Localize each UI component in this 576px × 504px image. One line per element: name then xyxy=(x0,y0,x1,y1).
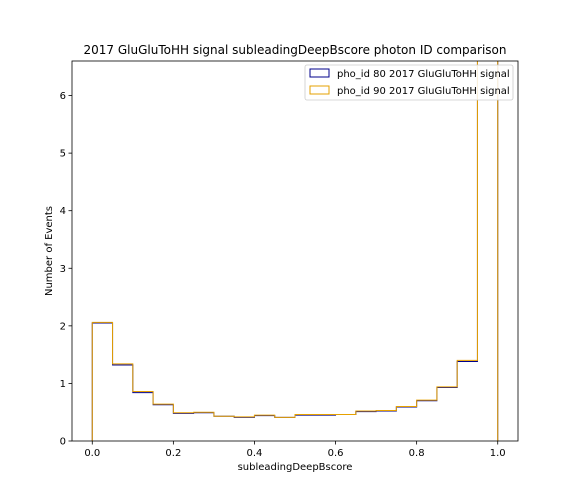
plot-area xyxy=(72,61,518,441)
legend-swatch-pho-id-90 xyxy=(309,85,330,95)
y-tick-label: 4 xyxy=(60,206,66,217)
y-tick-label: 6 xyxy=(60,91,66,102)
x-axis-label: subleadingDeepBscore xyxy=(238,462,353,473)
y-axis-ticks: 0 1 2 3 4 5 6 xyxy=(60,91,72,448)
y-tick-label: 5 xyxy=(60,149,66,160)
x-tick-label: 0.6 xyxy=(328,448,344,459)
chart-title: 2017 GluGluToHH signal subleadingDeepBsc… xyxy=(84,43,507,57)
y-tick-label: 2 xyxy=(60,321,66,332)
legend-label-pho-id-80: pho_id 80 2017 GluGluToHH signal xyxy=(337,69,510,80)
legend-label-pho-id-90: pho_id 90 2017 GluGluToHH signal xyxy=(337,86,510,97)
y-tick-label: 0 xyxy=(60,437,66,448)
series-pho-id-90 xyxy=(91,61,499,441)
y-axis-label: Number of Events xyxy=(44,206,55,296)
x-tick-label: 0.8 xyxy=(409,448,425,459)
y-tick-label: 3 xyxy=(60,264,66,275)
series-layer xyxy=(91,61,499,441)
histogram-step-line xyxy=(91,61,499,441)
legend: pho_id 80 2017 GluGluToHH signal pho_id … xyxy=(304,64,514,101)
x-tick-label: 0.2 xyxy=(165,448,181,459)
x-axis-ticks: 0.0 0.2 0.4 0.6 0.8 1.0 xyxy=(84,441,506,459)
legend-box xyxy=(304,64,514,101)
x-tick-label: 1.0 xyxy=(490,448,506,459)
x-tick-label: 0.4 xyxy=(247,448,263,459)
plot-frame xyxy=(71,60,519,442)
x-tick-label: 0.0 xyxy=(84,448,100,459)
y-tick-label: 1 xyxy=(60,379,66,390)
legend-swatch-pho-id-80 xyxy=(309,68,330,78)
